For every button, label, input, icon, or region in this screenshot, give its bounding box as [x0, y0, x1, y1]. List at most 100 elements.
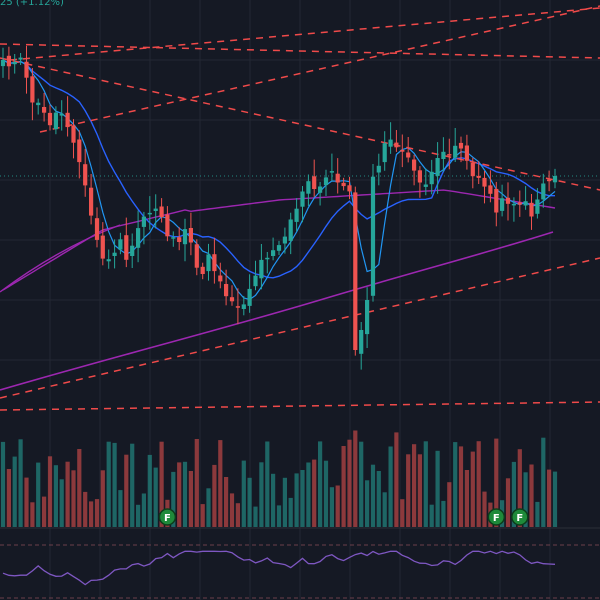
volume-bar — [265, 441, 270, 527]
earnings-marker-icon — [511, 508, 529, 526]
volume-bar — [247, 477, 252, 527]
candle-body — [552, 176, 558, 183]
candle-body — [306, 181, 311, 194]
volume-bar — [53, 465, 58, 527]
volume-bar — [453, 442, 458, 527]
candle-body — [300, 191, 305, 207]
volume-bar — [12, 456, 17, 527]
volume-bar — [18, 439, 23, 527]
volume-bar — [276, 505, 282, 527]
candle-body — [188, 228, 193, 243]
candle-body — [388, 139, 393, 147]
candle-body — [335, 173, 340, 183]
candle-body — [177, 237, 182, 242]
volume-bar — [253, 506, 258, 527]
volume-bar — [47, 456, 53, 527]
volume-bar — [482, 491, 487, 527]
candle-body — [523, 201, 528, 206]
volume-bar — [318, 441, 323, 527]
candle-body — [0, 60, 6, 67]
candle-body — [47, 112, 53, 126]
volume-bar — [59, 479, 64, 527]
candle-body — [182, 229, 188, 245]
volume-bar — [83, 491, 88, 527]
earnings-marker-icon — [158, 508, 177, 526]
candle-body — [94, 218, 100, 240]
volume-bar — [136, 504, 141, 527]
volume-bar — [124, 454, 129, 527]
volume-bar — [241, 460, 246, 527]
candle-body — [159, 206, 164, 218]
volume-bar — [447, 482, 452, 527]
candle-body — [529, 202, 534, 217]
volume-bar — [71, 470, 76, 527]
volume-bar — [388, 446, 393, 527]
candle-body — [100, 235, 105, 259]
candle-body — [83, 164, 88, 186]
volume-bar — [112, 442, 117, 527]
candle-body — [464, 145, 469, 161]
volume-bar — [306, 462, 311, 527]
trendline — [0, 43, 600, 59]
volume-bar — [65, 461, 70, 527]
candle-body — [136, 228, 141, 248]
candle-body — [370, 176, 376, 296]
ma-long-line-upper — [0, 224, 121, 293]
volume-bar — [130, 443, 135, 527]
candle-body — [235, 306, 240, 308]
candle-body — [147, 212, 152, 215]
volume-bar — [118, 490, 123, 527]
candle-body — [400, 149, 405, 152]
volume-bar — [259, 462, 264, 527]
candle-body — [218, 275, 223, 282]
candle-body — [423, 184, 428, 187]
volume-bar — [271, 473, 276, 527]
candle-body — [365, 300, 370, 335]
trendline — [39, 5, 600, 133]
volume-bar — [30, 502, 35, 527]
candle-body — [253, 275, 258, 287]
candle-body — [171, 237, 176, 239]
volume-bar — [517, 449, 522, 527]
volume-bar — [147, 454, 152, 527]
volume-bar — [282, 477, 287, 527]
volume-bar — [400, 499, 405, 527]
volume-bar — [359, 441, 364, 527]
trendline — [0, 57, 600, 191]
candle-body — [276, 245, 282, 251]
candle-body — [441, 151, 446, 159]
earnings-marker-label: F — [516, 513, 523, 524]
volume-bar — [353, 430, 358, 527]
candle-body — [500, 198, 505, 211]
candle-body — [382, 143, 387, 163]
volume-bar — [200, 504, 205, 527]
candle-body — [12, 62, 17, 65]
ma-long-line — [0, 231, 554, 391]
candle-body — [470, 162, 475, 177]
candle-body — [271, 250, 276, 256]
candle-body — [359, 330, 364, 354]
candle-body — [212, 254, 217, 272]
candle-body — [124, 235, 129, 260]
candle-body — [206, 254, 211, 272]
candle-body — [447, 154, 452, 156]
trendline — [9, 7, 600, 61]
candle-body — [323, 177, 329, 186]
candle-body — [65, 112, 70, 128]
volume-bar — [206, 488, 211, 527]
candle-body — [535, 199, 540, 214]
candle-body — [153, 208, 158, 211]
candle-body — [488, 185, 493, 194]
candle-body — [288, 219, 293, 241]
candle-body — [118, 239, 123, 250]
volume-bar — [171, 471, 176, 527]
candle-body — [394, 142, 399, 148]
candle-body — [341, 182, 346, 187]
candle-body — [458, 142, 464, 149]
candle-body — [376, 165, 381, 173]
volume-bar — [476, 441, 481, 527]
candle-body — [6, 55, 11, 67]
volume-bar — [464, 470, 469, 527]
